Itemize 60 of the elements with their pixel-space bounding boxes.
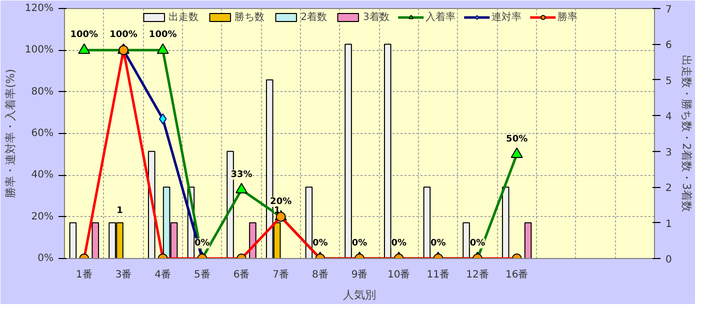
- data-label: 0%: [391, 238, 406, 248]
- data-label: 100%: [148, 30, 177, 40]
- legend-label: 勝ち数: [234, 10, 265, 24]
- y2-tick-label: 1: [666, 218, 672, 230]
- legend-label: 2着数: [300, 10, 327, 24]
- bar: [344, 44, 352, 258]
- data-label: 0%: [470, 238, 486, 248]
- x-tick-label: 10番: [387, 268, 410, 280]
- data-label: 1: [274, 206, 280, 216]
- y2-tick-label: 0: [666, 254, 672, 266]
- y2-tick-label: 6: [666, 40, 672, 52]
- x-tick-label: 16番: [505, 268, 528, 280]
- bar: [69, 222, 77, 258]
- y2-tick-label: 2: [666, 183, 672, 194]
- data-label: 0%: [430, 238, 446, 248]
- legend-label: 出走数: [168, 10, 199, 24]
- y2-tick-label: 7: [666, 4, 672, 16]
- y2-tick-label: 5: [666, 76, 672, 87]
- x-tick-label: 8番: [312, 268, 328, 280]
- bar: [305, 186, 313, 258]
- data-label: 33%: [230, 170, 252, 180]
- data-label: 100%: [70, 30, 98, 40]
- y-axis-title: 勝率・連対率・入着率(%): [4, 68, 17, 198]
- y2-tick-label: 3: [666, 147, 672, 158]
- data-label: 0%: [194, 238, 210, 248]
- data-label: 20%: [270, 196, 292, 207]
- x-axis-title: 人気別: [343, 288, 376, 302]
- x-tick-label: 7番: [272, 268, 290, 280]
- x-tick-label: 5番: [194, 268, 210, 280]
- y-tick-label: 100%: [24, 44, 54, 56]
- x-tick-label: 6番: [233, 268, 250, 280]
- y-tick-label: 0%: [38, 253, 54, 264]
- x-tick-label: 4番: [154, 268, 172, 280]
- data-label: 100%: [110, 30, 138, 40]
- data-label: 0%: [352, 238, 368, 248]
- y-tick-label: 80%: [31, 86, 54, 98]
- y-tick-label: 60%: [31, 128, 54, 139]
- data-label: 50%: [506, 134, 528, 144]
- data-label: 0%: [312, 238, 328, 248]
- data-label: 1: [116, 206, 123, 216]
- bar: [462, 222, 470, 258]
- x-tick-label: 1番: [76, 268, 92, 280]
- x-tick-label: 11番: [426, 268, 450, 280]
- y-tick-label: 20%: [31, 211, 54, 222]
- bar: [502, 186, 510, 258]
- legend-label: 3着数: [363, 10, 390, 24]
- bar: [92, 222, 100, 258]
- y-tick-label: 40%: [31, 170, 54, 181]
- y2-axis-title: 出走数・勝ち数・2着数・3着数: [680, 55, 693, 212]
- legend-label: 入着率: [425, 10, 456, 24]
- legend-label: 連対率: [491, 10, 522, 24]
- bar: [423, 186, 431, 258]
- y2-tick-label: 4: [666, 112, 672, 123]
- y-tick-label: 120%: [24, 3, 54, 14]
- x-tick-label: 9番: [351, 268, 368, 280]
- bar: [524, 222, 532, 258]
- legend-label: 勝率: [557, 10, 578, 24]
- x-tick-label: 12番: [466, 268, 489, 280]
- bar: [384, 44, 392, 258]
- x-tick-label: 3番: [115, 268, 132, 280]
